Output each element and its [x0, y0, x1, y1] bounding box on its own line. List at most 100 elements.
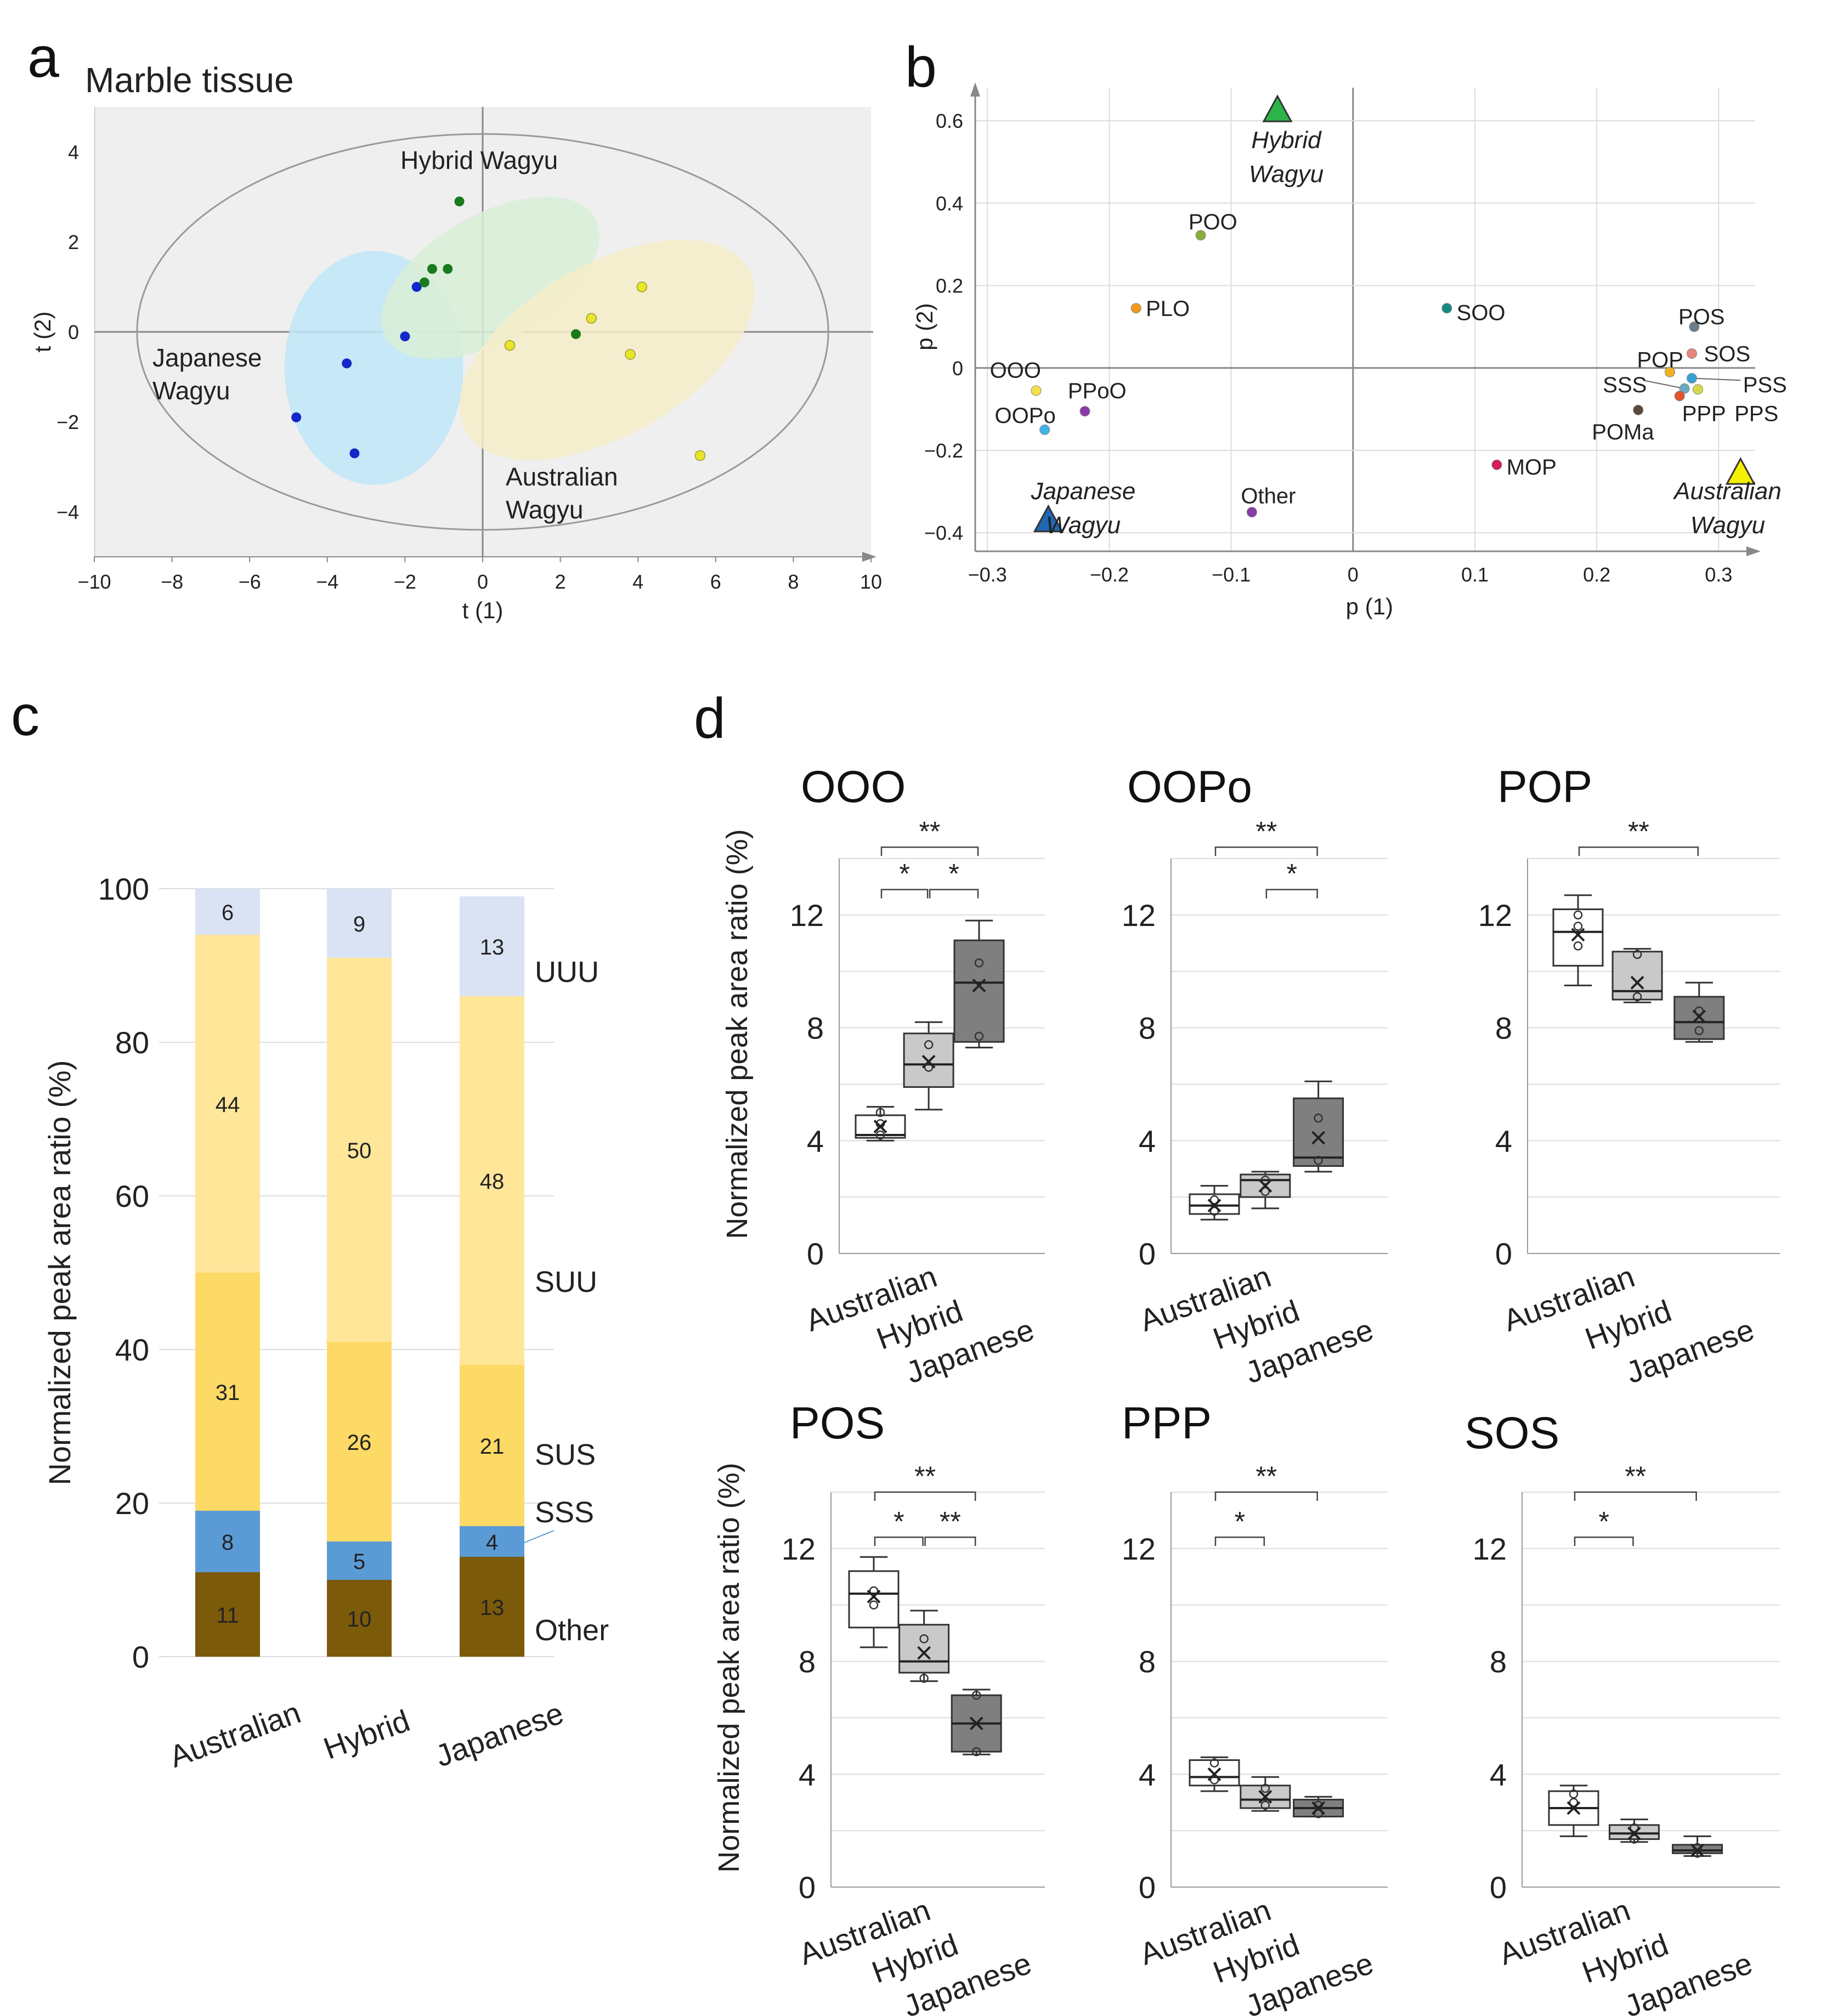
panel-a: Japanese Wagyu Hybrid Wagyu Australian Wagyu… — [30, 107, 882, 623]
mean-marker — [867, 1589, 881, 1603]
data-point — [1694, 1006, 1704, 1015]
leader-line — [1643, 380, 1685, 389]
x-tick-label: 0.3 — [1705, 563, 1732, 586]
data-point — [1260, 1176, 1270, 1185]
y-tick-label: 0 — [799, 1870, 816, 1905]
bar-segment-suu — [195, 935, 260, 1273]
bar-segment-uuu — [327, 889, 392, 958]
data-point — [1569, 1798, 1579, 1807]
scatter-point — [636, 281, 648, 292]
data-label: 5 — [353, 1550, 365, 1574]
x-tick-label: 6 — [710, 571, 721, 593]
group-label: Wagyu — [152, 376, 230, 405]
significance-label: ** — [1625, 1461, 1646, 1492]
scatter-point — [411, 282, 422, 292]
x-tick-label: Japanese — [431, 1696, 568, 1774]
loading-label: PPP — [1682, 402, 1726, 426]
group-label: Wagyu — [1046, 512, 1121, 539]
loading-point-plo — [1130, 303, 1141, 314]
y-tick-label: 0 — [1139, 1870, 1156, 1905]
y-tick-label: 0 — [68, 321, 79, 343]
data-point — [924, 1040, 934, 1049]
loading-label: PPS — [1734, 402, 1778, 426]
y-tick-label: −0.2 — [924, 439, 963, 462]
significance-bracket — [1578, 846, 1699, 856]
data-point — [1630, 1823, 1639, 1833]
data-point — [1573, 941, 1583, 951]
mean-marker — [1258, 1179, 1273, 1193]
y-tick-label: 8 — [1490, 1645, 1507, 1679]
significance-label: * — [893, 1506, 904, 1537]
loading-label: PLO — [1146, 297, 1190, 321]
bar-segment-uuu — [460, 896, 524, 996]
y-tick-label: 8 — [1139, 1645, 1156, 1679]
data-point — [875, 1108, 885, 1117]
mean-marker — [1627, 1826, 1641, 1840]
scatter-point — [400, 331, 410, 342]
y-tick-label: 4 — [68, 141, 79, 163]
box-japanese — [953, 939, 1005, 1043]
loading-point-poma — [1633, 404, 1644, 415]
scatter-point — [443, 264, 453, 274]
significance-label: * — [948, 859, 959, 889]
data-point — [1694, 1026, 1704, 1035]
x-tick-label: Hybrid — [319, 1703, 415, 1766]
y-tick-label: 4 — [1139, 1757, 1156, 1792]
bar-segment-sus — [195, 1273, 260, 1511]
data-label: 8 — [222, 1531, 234, 1555]
data-point — [1632, 950, 1642, 959]
data-point — [869, 1586, 879, 1596]
y-tick-label: 60 — [115, 1179, 149, 1213]
scatter-point — [504, 340, 516, 351]
mean-marker — [1258, 1790, 1273, 1804]
loading-label: POO — [1189, 210, 1237, 234]
loading-label: SOS — [1704, 342, 1750, 366]
significance-label: ** — [914, 1461, 936, 1492]
data-point — [869, 1600, 879, 1610]
bar-segment-sss — [460, 1526, 524, 1557]
x-tick-label: 10 — [860, 571, 882, 593]
significance-label: ** — [940, 1506, 961, 1537]
loading-point-pps — [1693, 384, 1704, 395]
data-point — [1314, 1156, 1323, 1165]
bar-segment-other — [327, 1580, 392, 1657]
x-tick-label: −0.3 — [968, 563, 1007, 586]
bar-segment-sss — [195, 1511, 260, 1572]
x-tick-label: 8 — [788, 571, 799, 593]
bar-segment-sss — [327, 1541, 392, 1580]
y-tick-label: 12 — [1478, 898, 1512, 933]
loading-label: OOPo — [995, 404, 1056, 428]
significance-label: * — [899, 859, 909, 889]
y-tick-label: 0 — [1490, 1870, 1507, 1905]
significance-label: ** — [1256, 1461, 1277, 1492]
significance-label: * — [1235, 1506, 1245, 1537]
data-label: 50 — [347, 1139, 372, 1163]
x-tick-label: 0 — [477, 571, 488, 593]
y-tick-label: 12 — [782, 1532, 816, 1566]
loading-point-pos — [1689, 321, 1700, 332]
significance-bracket — [924, 1537, 976, 1546]
loading-point-ppoo — [1079, 406, 1090, 417]
y-tick-label: 4 — [1490, 1757, 1507, 1792]
x-tick-label: 2 — [555, 571, 566, 593]
mean-marker — [917, 1646, 931, 1660]
mean-marker — [921, 1054, 936, 1069]
loading-point-sos — [1686, 348, 1697, 359]
data-point — [1260, 1187, 1270, 1196]
bar-segment-other — [195, 1572, 260, 1657]
data-point — [919, 1634, 929, 1644]
series-label: SSS — [535, 1496, 594, 1529]
loading-point-mop — [1491, 459, 1502, 470]
data-point — [1573, 922, 1583, 931]
y-tick-label: 80 — [115, 1025, 149, 1060]
significance-label: * — [1598, 1506, 1609, 1537]
loading-label: SOO — [1457, 301, 1506, 325]
scatter-point — [625, 349, 636, 360]
series-label: UUU — [535, 956, 599, 989]
group-label: Australian — [506, 462, 618, 491]
data-label: 31 — [216, 1381, 240, 1405]
